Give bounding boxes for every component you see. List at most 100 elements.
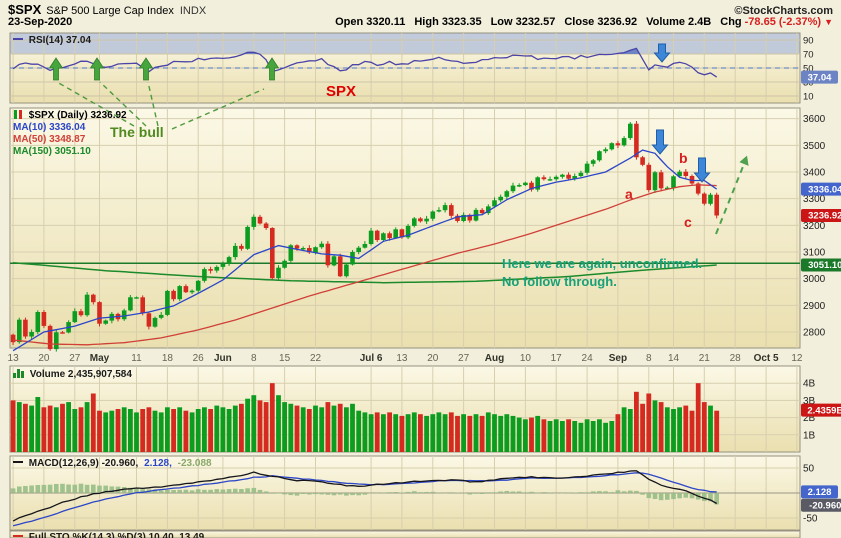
svg-text:50: 50: [803, 64, 814, 75]
svg-text:2.128: 2.128: [808, 487, 832, 498]
legend-ma10: MA(10) 3336.04: [13, 122, 86, 133]
svg-text:28: 28: [730, 353, 742, 364]
annotation-comment-line1: Here we are again, unconfirmed.: [502, 256, 703, 271]
annotation-comment-line2: No follow through.: [502, 274, 617, 289]
quote-bar: 23-Sep-2020 Open 3320.11 High 3323.35 Lo…: [8, 16, 833, 28]
moving-averages: [12, 149, 718, 352]
svg-text:Oct 5: Oct 5: [754, 353, 779, 364]
svg-text:11: 11: [131, 353, 142, 364]
volume-panel-label: Volume 2,435,907,584: [13, 369, 132, 380]
quote-values: Open 3320.11 High 3323.35 Low 3232.57 Cl…: [326, 16, 833, 28]
svg-text:24: 24: [582, 353, 594, 364]
annotation-the-bull: The bull: [110, 124, 164, 140]
annotation-arrows: [48, 43, 749, 235]
svg-text:8: 8: [646, 353, 652, 364]
macd-label-hist: -23.088: [177, 458, 212, 469]
volume-value: 2.4B: [688, 16, 712, 28]
svg-text:Jun: Jun: [214, 353, 232, 364]
legend-series-text: $SPX (Daily) 3236.92: [28, 110, 127, 121]
svg-text:3400: 3400: [803, 168, 826, 179]
rsi-panel-label: RSI(14) 37.04: [13, 35, 91, 46]
svg-text:15: 15: [279, 353, 291, 364]
chg-value: -78.65 (-2.37%): [744, 16, 822, 28]
svg-text:21: 21: [699, 353, 711, 364]
svg-text:2.4359B: 2.4359B: [807, 405, 841, 416]
svg-text:27: 27: [458, 353, 470, 364]
svg-text:Aug: Aug: [485, 353, 504, 364]
high-value: 3323.35: [441, 16, 482, 28]
svg-text:20: 20: [38, 353, 50, 364]
svg-text:26: 26: [193, 353, 205, 364]
svg-text:-50: -50: [803, 514, 818, 525]
svg-text:13: 13: [8, 353, 20, 364]
svg-text:27: 27: [69, 353, 81, 364]
legend-ma50: MA(50) 3348.87: [13, 134, 86, 145]
annotation-wave-a: a: [625, 186, 633, 202]
quote-date: 23-Sep-2020: [8, 16, 73, 28]
svg-text:10: 10: [520, 353, 532, 364]
annotation-wave-c: c: [684, 214, 692, 230]
svg-text:10: 10: [803, 92, 814, 103]
macd-series: [10, 470, 719, 527]
volume-bars: [10, 383, 720, 452]
svg-text:12: 12: [791, 353, 803, 364]
svg-text:3236.92: 3236.92: [808, 211, 841, 222]
open-label: Open: [335, 16, 364, 28]
macd-line-icon: [13, 461, 23, 463]
svg-text:3051.10: 3051.10: [808, 260, 841, 271]
svg-text:4B: 4B: [803, 379, 816, 390]
rsi-series: [12, 47, 718, 78]
exchange: INDX: [179, 5, 207, 17]
down-triangle-icon: ▼: [824, 17, 833, 27]
svg-text:13: 13: [396, 353, 408, 364]
svg-text:8: 8: [251, 353, 257, 364]
high-label: High: [414, 16, 439, 28]
macd-label-main: MACD(12,26,9) -20.960,: [28, 458, 139, 469]
sto-line-icon: [13, 535, 23, 537]
svg-text:37.04: 37.04: [808, 72, 832, 83]
svg-text:3100: 3100: [803, 248, 826, 259]
volume-label: Volume: [646, 16, 685, 28]
svg-text:Jul 6: Jul 6: [360, 353, 383, 364]
svg-text:20: 20: [427, 353, 439, 364]
open-value: 3320.11: [366, 16, 406, 28]
svg-text:1B: 1B: [803, 430, 816, 441]
stockcharts-link[interactable]: ©StockCharts.com: [734, 5, 833, 17]
volume-bars-icon: [13, 369, 24, 378]
svg-text:14: 14: [668, 353, 680, 364]
macd-panel-label: MACD(12,26,9) -20.960, 2.128, -23.088: [13, 458, 212, 469]
legend-ma150: MA(150) 3051.10: [13, 146, 91, 157]
candlestick-icon: [13, 110, 23, 119]
annotation-wave-b: b: [679, 150, 688, 166]
value-badges: 37.04 3336.04 3236.92 3051.10 2.4359B 2.128 -2…: [801, 70, 841, 512]
legend-series: $SPX (Daily) 3236.92: [13, 110, 127, 122]
volume-label-text: Volume 2,435,907,584: [29, 369, 132, 380]
chart-header: $SPX S&P 500 Large Cap Index INDX ©Stock…: [8, 2, 833, 17]
svg-text:2900: 2900: [803, 301, 826, 312]
svg-text:3500: 3500: [803, 141, 826, 152]
sto-label-text: Full STO %K(14,3) %D(3) 10.40, 13.49: [28, 532, 205, 538]
svg-text:50: 50: [803, 464, 815, 475]
close-value: 3236.92: [597, 16, 638, 28]
low-value: 3232.57: [515, 16, 556, 28]
svg-text:3336.04: 3336.04: [808, 184, 841, 195]
svg-text:3200: 3200: [803, 221, 826, 232]
svg-text:3600: 3600: [803, 114, 826, 125]
svg-text:Sep: Sep: [609, 353, 627, 364]
svg-text:2800: 2800: [803, 328, 826, 339]
svg-text:17: 17: [551, 353, 563, 364]
symbol: $SPX: [8, 2, 42, 17]
svg-text:3300: 3300: [803, 194, 826, 205]
annotation-spx: SPX: [326, 83, 357, 100]
svg-text:18: 18: [162, 353, 174, 364]
svg-text:70: 70: [803, 50, 814, 61]
svg-text:2B: 2B: [803, 413, 816, 424]
close-label: Close: [564, 16, 595, 28]
svg-text:90: 90: [803, 36, 814, 47]
svg-text:22: 22: [310, 353, 322, 364]
stochastics-panel-label: Full STO %K(14,3) %D(3) 10.40, 13.49: [13, 532, 204, 538]
rsi-line-icon: [13, 38, 23, 40]
main-chart-legend: $SPX (Daily) 3236.92 MA(10) 3336.04 MA(5…: [13, 110, 127, 158]
